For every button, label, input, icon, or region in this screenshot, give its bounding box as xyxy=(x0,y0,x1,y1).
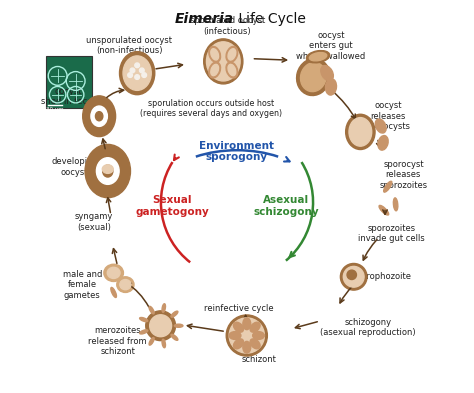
Ellipse shape xyxy=(243,318,251,330)
Ellipse shape xyxy=(149,306,154,314)
Circle shape xyxy=(128,73,132,77)
Ellipse shape xyxy=(171,311,178,317)
Ellipse shape xyxy=(250,322,260,332)
Text: Asexual
schizogony: Asexual schizogony xyxy=(253,195,319,217)
Ellipse shape xyxy=(211,49,219,60)
Circle shape xyxy=(135,75,139,79)
Ellipse shape xyxy=(321,66,333,81)
Ellipse shape xyxy=(102,165,113,173)
Ellipse shape xyxy=(82,96,116,137)
Ellipse shape xyxy=(226,46,238,62)
Ellipse shape xyxy=(226,315,267,356)
Text: oocyst
shed in feces: oocyst shed in feces xyxy=(41,87,97,107)
Ellipse shape xyxy=(228,64,236,76)
Text: merozoites
released from
schizont: merozoites released from schizont xyxy=(88,327,147,356)
Ellipse shape xyxy=(393,198,398,211)
Text: Life Cycle: Life Cycle xyxy=(234,12,306,26)
Ellipse shape xyxy=(96,158,119,184)
Ellipse shape xyxy=(207,42,240,81)
Text: Sexual
gametogony: Sexual gametogony xyxy=(136,195,209,217)
Ellipse shape xyxy=(107,267,120,279)
Ellipse shape xyxy=(297,59,330,95)
Ellipse shape xyxy=(347,270,356,279)
Ellipse shape xyxy=(123,56,151,90)
Ellipse shape xyxy=(162,339,165,348)
Circle shape xyxy=(130,68,135,73)
Ellipse shape xyxy=(95,112,103,121)
Text: sporulated oocyst
(infectious): sporulated oocyst (infectious) xyxy=(190,17,265,36)
Ellipse shape xyxy=(91,106,108,127)
Ellipse shape xyxy=(140,318,148,321)
Text: male and
female
gametes: male and female gametes xyxy=(63,270,102,299)
Ellipse shape xyxy=(117,277,134,292)
Circle shape xyxy=(142,73,146,77)
Ellipse shape xyxy=(340,263,367,290)
Ellipse shape xyxy=(120,279,131,290)
Ellipse shape xyxy=(253,332,264,340)
Text: schizogony
(asexual reproduction): schizogony (asexual reproduction) xyxy=(320,318,416,337)
Text: sporulation occurs outside host
(requires several days and oxygen): sporulation occurs outside host (require… xyxy=(140,99,283,118)
Ellipse shape xyxy=(349,118,372,146)
Ellipse shape xyxy=(209,46,220,62)
Ellipse shape xyxy=(228,49,236,60)
Ellipse shape xyxy=(204,39,243,84)
Circle shape xyxy=(146,311,175,341)
Ellipse shape xyxy=(85,144,130,198)
Ellipse shape xyxy=(326,79,337,95)
Ellipse shape xyxy=(375,119,386,133)
Ellipse shape xyxy=(250,339,260,349)
Ellipse shape xyxy=(229,332,241,340)
Ellipse shape xyxy=(149,338,154,345)
Ellipse shape xyxy=(229,318,264,353)
Text: Eimeria: Eimeria xyxy=(175,12,234,26)
Text: unsporulated oocyst
(non-infectious): unsporulated oocyst (non-infectious) xyxy=(86,36,173,55)
Ellipse shape xyxy=(301,62,326,92)
Text: schizont: schizont xyxy=(241,354,276,364)
Ellipse shape xyxy=(346,114,375,149)
Text: reinfective cycle: reinfective cycle xyxy=(204,304,274,312)
Ellipse shape xyxy=(209,62,220,78)
Text: 30 μm: 30 μm xyxy=(46,107,64,112)
Text: Environment
sporogony: Environment sporogony xyxy=(200,141,274,162)
Ellipse shape xyxy=(140,330,148,334)
Circle shape xyxy=(150,315,172,337)
Ellipse shape xyxy=(174,324,183,327)
Ellipse shape xyxy=(310,53,327,61)
Ellipse shape xyxy=(383,181,392,192)
Text: oocyst
enters gut
when swallowed: oocyst enters gut when swallowed xyxy=(296,31,365,61)
Ellipse shape xyxy=(104,264,123,281)
Circle shape xyxy=(135,63,139,68)
Ellipse shape xyxy=(162,304,165,312)
Ellipse shape xyxy=(211,64,219,76)
Ellipse shape xyxy=(234,322,244,332)
Ellipse shape xyxy=(234,339,244,349)
Text: syngamy
(sexual): syngamy (sexual) xyxy=(75,212,113,231)
Ellipse shape xyxy=(111,287,117,298)
Ellipse shape xyxy=(103,165,113,177)
Ellipse shape xyxy=(343,266,364,287)
Ellipse shape xyxy=(307,51,330,63)
Ellipse shape xyxy=(379,206,389,215)
Ellipse shape xyxy=(119,51,155,95)
Bar xyxy=(46,55,92,108)
Text: sporocyst
releases
sporozoites: sporocyst releases sporozoites xyxy=(379,160,428,190)
Text: trophozoite: trophozoite xyxy=(364,272,412,281)
Ellipse shape xyxy=(243,342,251,353)
Text: sporozoites
invade gut cells: sporozoites invade gut cells xyxy=(358,224,425,243)
Ellipse shape xyxy=(378,136,388,150)
Text: developing
oocyst: developing oocyst xyxy=(51,158,98,177)
Text: oocyst
releases
sporocysts: oocyst releases sporocysts xyxy=(365,101,410,131)
Ellipse shape xyxy=(226,62,238,78)
Ellipse shape xyxy=(171,334,178,340)
Circle shape xyxy=(139,68,144,73)
